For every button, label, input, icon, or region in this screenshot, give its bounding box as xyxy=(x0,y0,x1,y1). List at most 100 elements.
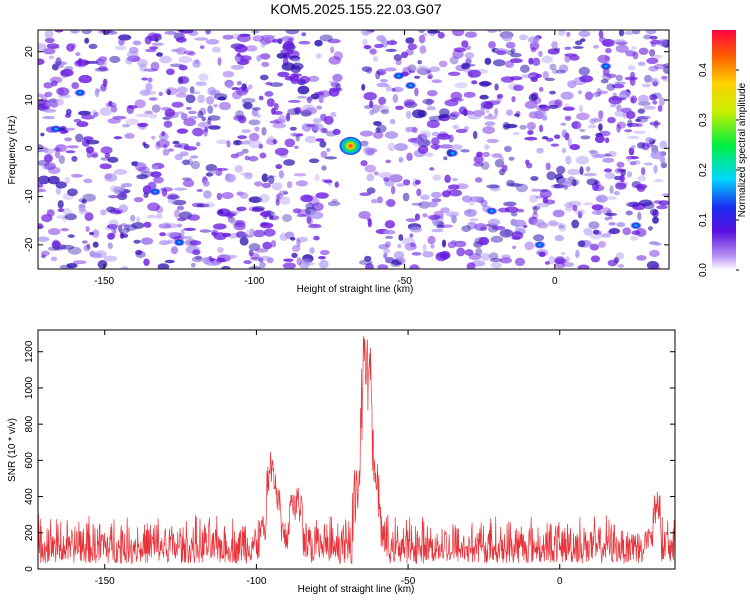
heatmap-cell xyxy=(187,214,200,221)
heatmap-cell xyxy=(513,84,524,92)
heatmap-cell xyxy=(467,69,481,78)
heatmap-cell xyxy=(263,228,276,237)
heatmap-cell xyxy=(592,91,601,98)
heatmap-cell xyxy=(637,175,646,182)
heatmap-cell xyxy=(406,152,413,161)
heatmap-cell xyxy=(55,149,60,159)
heatmap-cell xyxy=(259,152,267,159)
heatmap-cell xyxy=(225,173,232,181)
colorbar: 0.0 0.1 0.2 0.3 0.4 Normalized spectral ampl… xyxy=(698,30,748,277)
heatmap-cell xyxy=(290,75,300,85)
heatmap-cell xyxy=(631,144,636,149)
heatmap-cell xyxy=(504,60,514,68)
heatmap-cell xyxy=(65,150,76,154)
heatmap-cell xyxy=(558,64,569,73)
heatmap-cell xyxy=(513,113,520,117)
heatmap-cell xyxy=(623,31,634,35)
heatmap-cell xyxy=(67,246,82,255)
heatmap-cell xyxy=(650,42,656,47)
heatmap-cell xyxy=(108,100,113,107)
heatmap-cell xyxy=(55,57,62,66)
heatmap-cell xyxy=(579,129,586,132)
heatmap-cell xyxy=(426,75,433,79)
heatmap-cell xyxy=(114,45,127,51)
heatmap-cell xyxy=(300,194,313,203)
heatmap-cell xyxy=(662,63,669,69)
heatmap-cell xyxy=(542,136,549,140)
heatmap-cell xyxy=(259,53,271,60)
heatmap-cell xyxy=(512,132,520,136)
heatmap-cell xyxy=(403,179,411,186)
heatmap-cell xyxy=(269,82,284,87)
heatmap-cell xyxy=(575,40,583,46)
heatmap-cell xyxy=(572,179,577,187)
heatmap-cell xyxy=(661,39,669,48)
heatmap-cell xyxy=(327,201,341,207)
heatmap-cell xyxy=(92,229,100,238)
heatmap-cell xyxy=(625,210,633,216)
heatmap-cell xyxy=(385,257,395,264)
heatmap-cell xyxy=(564,205,575,212)
heatmap-cell xyxy=(661,193,669,197)
heatmap-cell xyxy=(248,84,253,90)
heatmap-cell xyxy=(282,262,296,269)
heatmap-cell xyxy=(443,156,448,161)
heatmap-cell xyxy=(592,229,600,235)
heatmap-cell xyxy=(636,185,646,192)
heatmap-cell xyxy=(386,40,398,46)
heatmap-cell xyxy=(467,114,482,120)
heatmap-x-label: Height of straight line (km) xyxy=(297,284,414,295)
heatmap-cell xyxy=(163,143,168,149)
heatmap-cell xyxy=(589,243,600,251)
heatmap-cell xyxy=(100,146,113,154)
heatmap-cell xyxy=(406,66,414,70)
heatmap-cell xyxy=(429,167,435,171)
heatmap-cell xyxy=(181,177,193,181)
heatmap-cell xyxy=(418,138,431,147)
heatmap-cell xyxy=(398,257,405,263)
heatmap-cell xyxy=(137,122,149,127)
heatmap-cell xyxy=(187,110,197,115)
heatmap-cell xyxy=(132,40,142,46)
heatmap-cell xyxy=(363,92,377,101)
heatmap-cell xyxy=(409,233,414,238)
heatmap-cell xyxy=(248,243,261,251)
heatmap-cell xyxy=(164,31,177,35)
heatmap-cell xyxy=(448,134,454,143)
heatmap-cell xyxy=(108,219,119,229)
heatmap-cell xyxy=(92,241,99,248)
heatmap-cell xyxy=(554,234,564,242)
heatmap-cell xyxy=(83,178,93,184)
heatmap-cell xyxy=(296,236,308,243)
heatmap-cell xyxy=(107,242,113,249)
heatmap-cell xyxy=(608,215,613,220)
heatmap-cell xyxy=(89,231,95,236)
heatmap-cell xyxy=(283,191,289,195)
heatmap-cell xyxy=(400,51,409,59)
heatmap-cell xyxy=(328,88,340,97)
heatmap-y-tick-label: -10 xyxy=(24,189,35,204)
heatmap-cell xyxy=(182,179,195,188)
heatmap-cell xyxy=(306,96,312,104)
heatmap-cell xyxy=(430,191,442,199)
heatmap-cell xyxy=(222,70,235,78)
heatmap-cell xyxy=(64,176,70,184)
heatmap-cell xyxy=(43,154,53,163)
colorbar-tick-label: 0.1 xyxy=(698,213,709,227)
heatmap-cell xyxy=(436,133,451,140)
heatmap-cell xyxy=(605,47,612,54)
heatmap-cell xyxy=(430,244,435,249)
heatmap-cell xyxy=(213,104,218,108)
heatmap-cell xyxy=(487,30,497,33)
heatmap-cell xyxy=(607,116,616,124)
heatmap-cell xyxy=(136,174,149,180)
heatmap-cell xyxy=(645,30,657,35)
heatmap-cell xyxy=(591,210,601,215)
heatmap-cell xyxy=(558,224,565,229)
heatmap-cell xyxy=(38,58,45,65)
heatmap-cell xyxy=(315,53,322,59)
heatmap-cell xyxy=(479,94,489,100)
heatmap-cell xyxy=(417,60,423,65)
heatmap-cell xyxy=(385,84,392,92)
heatmap-cell xyxy=(233,222,246,231)
